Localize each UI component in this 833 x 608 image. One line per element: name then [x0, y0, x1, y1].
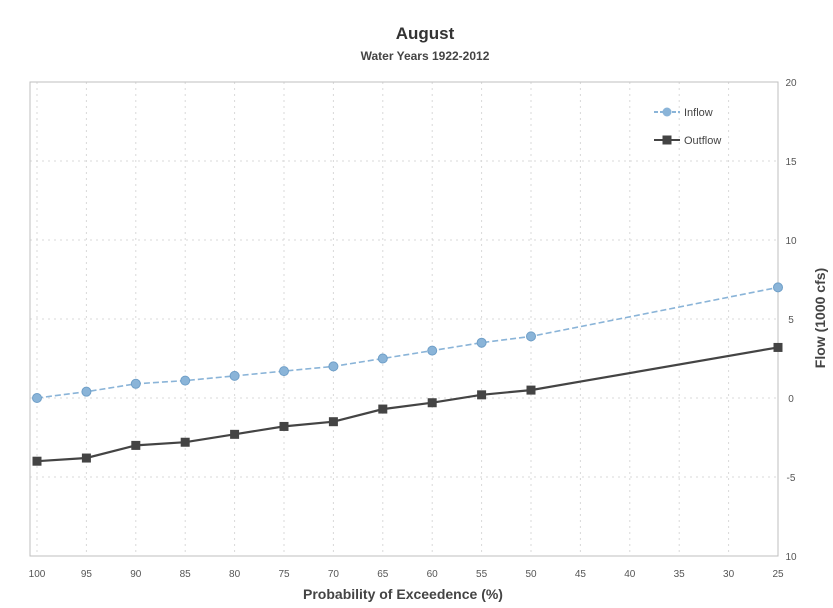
series-line-inflow — [36, 286, 779, 399]
data-point-outflow — [32, 456, 42, 466]
chart-subtitle: Water Years 1922-2012 — [361, 49, 490, 63]
data-point-inflow — [328, 361, 339, 372]
x-tick-label: 35 — [674, 569, 686, 580]
data-point-inflow — [279, 366, 289, 377]
data-point-outflow — [279, 421, 289, 431]
x-tick-label: 30 — [723, 569, 735, 580]
x-axis-label: Probability of Exceedence (%) — [303, 586, 503, 602]
x-tick-label: 70 — [328, 569, 340, 580]
data-point-inflow — [427, 345, 438, 356]
data-point-outflow — [773, 342, 783, 352]
plot-frame — [29, 81, 779, 557]
data-point-inflow — [180, 375, 191, 386]
y-tick-labels: 10 -5 0 5 10 15 20 — [785, 78, 797, 563]
x-tick-label: 25 — [772, 569, 784, 580]
series-outflow — [32, 342, 783, 466]
legend: Inflow Outflow — [654, 107, 721, 147]
data-point-outflow — [328, 417, 338, 427]
series-inflow — [32, 282, 783, 403]
y-tick-label: 20 — [785, 78, 797, 89]
x-tick-label: 60 — [427, 569, 439, 580]
gridlines — [30, 81, 779, 557]
x-tick-label: 80 — [229, 569, 241, 580]
data-point-inflow — [81, 386, 92, 397]
legend-marker-inflow — [662, 107, 672, 117]
data-point-outflow — [378, 404, 388, 414]
y-tick-label: 10 — [785, 552, 797, 563]
data-point-outflow — [526, 385, 536, 395]
data-point-inflow — [773, 282, 783, 293]
x-tick-labels: 100 95 90 85 80 75 70 65 60 55 50 45 40 35 30 25 — [29, 569, 784, 580]
y-tick-label: 0 — [788, 394, 794, 405]
data-point-outflow — [427, 398, 437, 408]
data-point-outflow — [230, 429, 240, 439]
data-point-inflow — [526, 331, 536, 342]
y-tick-label: 15 — [785, 157, 797, 168]
legend-label-inflow: Inflow — [684, 107, 713, 119]
legend-label-outflow: Outflow — [684, 135, 721, 147]
y-tick-label: -5 — [787, 473, 796, 484]
series-lines — [32, 282, 783, 466]
legend-marker-outflow — [662, 135, 672, 145]
x-tick-label: 100 — [29, 569, 46, 580]
x-tick-label: 50 — [525, 569, 537, 580]
data-point-inflow — [130, 378, 141, 389]
data-point-inflow — [32, 393, 42, 403]
data-point-inflow — [229, 370, 240, 381]
x-tick-label: 95 — [81, 569, 93, 580]
y-axis-label: Flow (1000 cfs) — [812, 268, 828, 368]
x-tick-label: 45 — [575, 569, 587, 580]
data-point-outflow — [180, 437, 190, 447]
data-point-inflow — [476, 337, 487, 348]
y-tick-label: 10 — [785, 236, 797, 247]
data-point-inflow — [377, 353, 388, 364]
y-tick-label: 5 — [788, 315, 794, 326]
x-tick-label: 65 — [377, 569, 389, 580]
x-tick-label: 75 — [278, 569, 290, 580]
data-point-outflow — [81, 453, 91, 463]
x-tick-label: 55 — [476, 569, 488, 580]
series-line-outflow — [36, 346, 779, 463]
data-point-outflow — [477, 390, 487, 400]
x-tick-label: 90 — [130, 569, 142, 580]
data-point-outflow — [131, 440, 141, 450]
chart-title: August — [396, 24, 455, 43]
x-tick-label: 85 — [180, 569, 192, 580]
x-tick-label: 40 — [624, 569, 636, 580]
